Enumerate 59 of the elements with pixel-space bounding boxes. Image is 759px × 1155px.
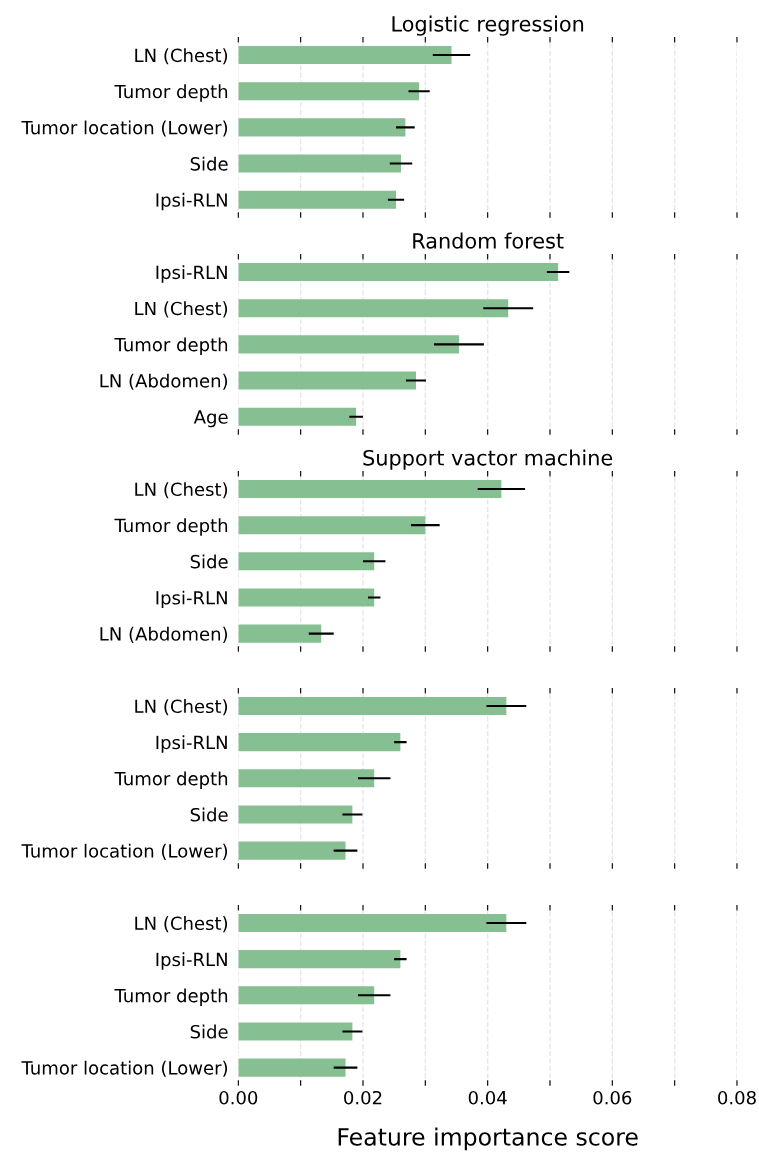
y-tick-label: Tumor depth — [114, 988, 228, 1006]
y-tick-label: Ipsi-RLN — [156, 735, 227, 753]
bar — [238, 624, 322, 643]
bar — [238, 46, 452, 65]
y-tick-label: Tumor location (Lower) — [21, 843, 228, 860]
bar — [238, 154, 402, 173]
bar — [238, 262, 559, 282]
y-tick-label: Tumor location (Lower) — [21, 120, 228, 137]
bar — [238, 516, 426, 535]
y-tick-label: LN (Chest) — [135, 916, 228, 933]
y-tick-label: Tumor location (Lower) — [21, 1060, 228, 1077]
y-tick-label: Age — [193, 410, 228, 428]
x-tick-label: 0.02 — [344, 1090, 382, 1105]
bar — [238, 913, 507, 933]
bar — [238, 696, 507, 716]
y-tick-label: LN (Abdomen) — [100, 626, 228, 643]
y-tick-label: Side — [190, 554, 228, 569]
y-tick-label: Tumor depth — [114, 84, 228, 102]
y-tick-label: LN (Chest) — [135, 482, 228, 499]
bar — [238, 805, 353, 824]
bar — [238, 118, 406, 137]
bar — [238, 299, 509, 318]
bar — [238, 552, 375, 571]
bar — [238, 841, 346, 860]
bar — [238, 588, 375, 607]
x-tick-label: 0.04 — [468, 1090, 507, 1105]
bar — [238, 190, 397, 209]
y-tick-label: LN (Abdomen) — [100, 373, 228, 390]
x-tick-label: 0.06 — [593, 1090, 632, 1105]
y-tick-label: Ipsi-RLN — [156, 590, 227, 609]
y-tick-label: Side — [190, 807, 228, 822]
bar — [238, 769, 375, 788]
bar — [238, 335, 459, 354]
y-tick-label: Ipsi-RLN — [156, 192, 227, 211]
bar — [238, 1022, 353, 1041]
y-tick-label: Ipsi-RLN — [156, 952, 227, 970]
y-tick-label: LN (Chest) — [135, 699, 228, 716]
bar — [238, 733, 401, 752]
y-tick-label: Tumor depth — [114, 337, 228, 355]
bar — [238, 407, 357, 426]
bar — [238, 950, 401, 969]
x-tick-label: 0.00 — [219, 1090, 258, 1105]
bar — [238, 1058, 346, 1077]
y-tick-label: Tumor depth — [114, 771, 228, 789]
y-tick-label: Tumor depth — [114, 518, 228, 536]
x-tick-label: 0.08 — [718, 1090, 756, 1105]
chart-title: Random forest — [413, 232, 564, 249]
y-tick-label: LN (Chest) — [135, 301, 228, 318]
y-tick-label: Ipsi-RLN — [156, 265, 227, 283]
y-tick-label: Side — [190, 1024, 228, 1039]
y-tick-label: LN (Chest) — [135, 48, 228, 65]
x-axis-title: Feature importance score — [338, 1127, 638, 1151]
chart-title: Support vactor machine — [363, 449, 613, 470]
y-tick-label: Side — [190, 156, 228, 171]
bar — [238, 479, 502, 499]
chart-title: Logistic regression — [392, 15, 584, 36]
bar — [238, 371, 416, 390]
bar — [238, 82, 420, 101]
bar — [238, 986, 375, 1005]
